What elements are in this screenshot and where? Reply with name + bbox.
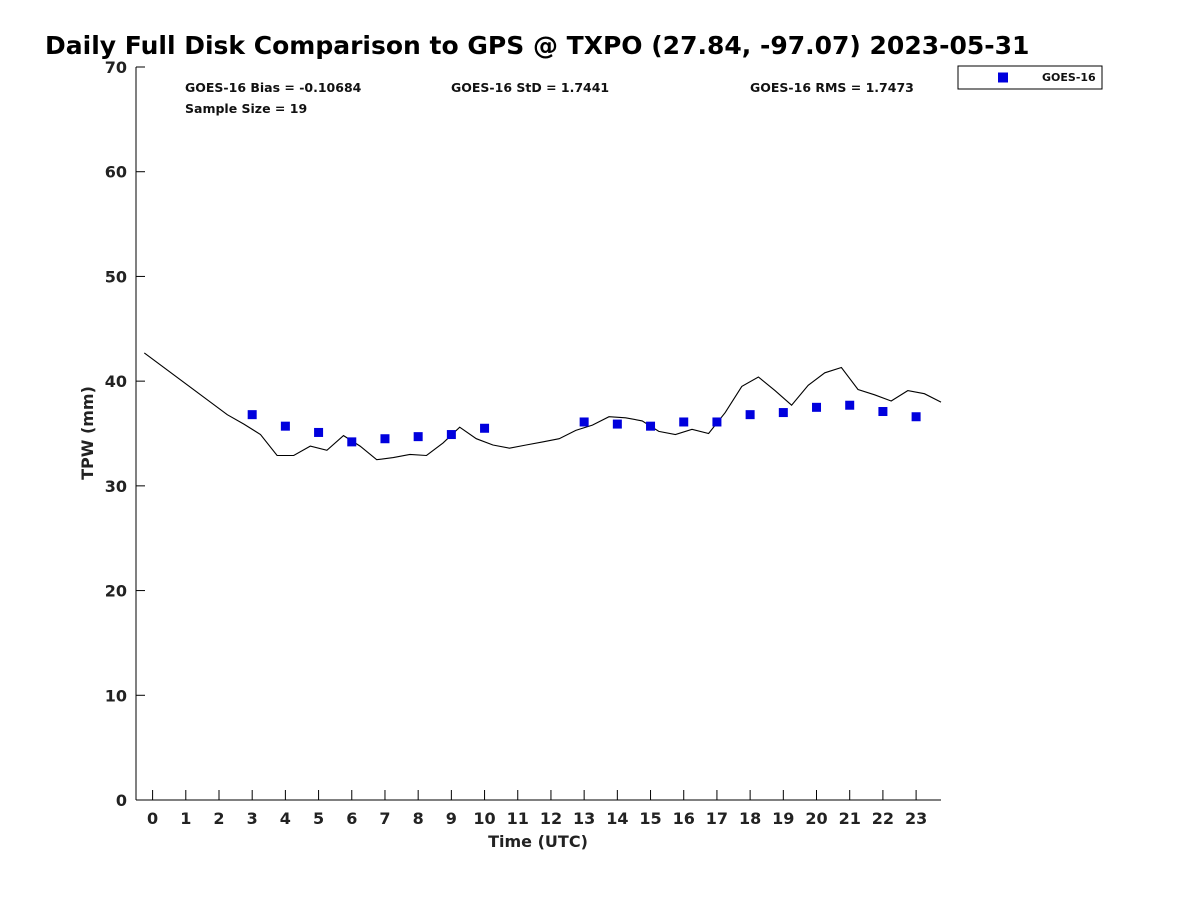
goes16-data-point bbox=[347, 437, 357, 447]
y-tick-label: 30 bbox=[105, 477, 127, 496]
y-tick-label: 20 bbox=[105, 582, 127, 601]
x-tick-label: 4 bbox=[280, 809, 291, 828]
legend-label-goes16: GOES-16 bbox=[1042, 71, 1096, 84]
goes16-data-point bbox=[712, 417, 722, 427]
std-stat: GOES-16 StD = 1.7441 bbox=[451, 80, 609, 95]
x-tick-label: 2 bbox=[213, 809, 224, 828]
chart-title: Daily Full Disk Comparison to GPS @ TXPO… bbox=[45, 31, 1029, 60]
y-axis-label: TPW (mm) bbox=[78, 386, 97, 480]
goes16-data-point bbox=[878, 407, 888, 417]
x-tick-label: 7 bbox=[379, 809, 390, 828]
goes16-data-point bbox=[480, 423, 490, 433]
gps-series-line bbox=[143, 352, 942, 461]
x-tick-label: 8 bbox=[413, 809, 424, 828]
legend: GOES-16 bbox=[957, 65, 1103, 90]
x-tick-label: 0 bbox=[147, 809, 158, 828]
rms-stat: GOES-16 RMS = 1.7473 bbox=[750, 80, 914, 95]
tick-labels: 0 1 2 3 4 5 6 7 8 9 10 11 12 13 14 15 16 17 18 19 20 21 22 2301… bbox=[105, 58, 928, 828]
legend-marker-goes16 bbox=[998, 72, 1008, 83]
goes16-data-point bbox=[911, 412, 921, 422]
x-tick-label: 19 bbox=[772, 809, 794, 828]
goes16-data-point bbox=[646, 421, 656, 431]
goes16-data-point bbox=[679, 417, 689, 427]
sample-size-stat: Sample Size = 19 bbox=[185, 101, 307, 116]
x-tick-label: 9 bbox=[446, 809, 457, 828]
y-tick-label: 60 bbox=[105, 163, 127, 182]
y-tick-label: 40 bbox=[105, 372, 127, 391]
x-tick-label: 15 bbox=[639, 809, 661, 828]
goes16-data-point bbox=[812, 402, 822, 412]
x-axis-label: Time (UTC) bbox=[488, 832, 588, 851]
goes16-data-point bbox=[745, 410, 755, 420]
x-tick-label: 21 bbox=[839, 809, 861, 828]
goes16-data-point bbox=[247, 410, 257, 420]
x-tick-label: 17 bbox=[706, 809, 728, 828]
legend-box bbox=[957, 65, 1103, 90]
x-tick-label: 11 bbox=[507, 809, 529, 828]
goes16-data-point bbox=[612, 419, 622, 429]
x-tick-label: 22 bbox=[872, 809, 894, 828]
x-tick-label: 5 bbox=[313, 809, 324, 828]
x-tick-label: 1 bbox=[180, 809, 191, 828]
x-tick-label: 18 bbox=[739, 809, 761, 828]
x-tick-label: 14 bbox=[606, 809, 628, 828]
goes16-data-point bbox=[778, 408, 788, 418]
goes16-data-point bbox=[845, 400, 855, 410]
x-tick-label: 6 bbox=[346, 809, 357, 828]
goes16-data-point bbox=[579, 417, 589, 427]
goes16-data-point bbox=[280, 421, 290, 431]
x-tick-label: 20 bbox=[805, 809, 827, 828]
goes16-data-point bbox=[380, 434, 390, 444]
x-tick-label: 3 bbox=[247, 809, 258, 828]
x-tick-label: 13 bbox=[573, 809, 595, 828]
data-series bbox=[143, 352, 942, 461]
y-tick-label: 50 bbox=[105, 267, 127, 286]
tick-marks bbox=[136, 66, 917, 801]
bias-stat: GOES-16 Bias = -0.10684 bbox=[185, 80, 362, 95]
x-tick-label: 16 bbox=[673, 809, 695, 828]
x-tick-label: 12 bbox=[540, 809, 562, 828]
x-tick-label: 10 bbox=[473, 809, 495, 828]
axes bbox=[135, 67, 941, 801]
y-tick-label: 70 bbox=[105, 58, 127, 77]
x-tick-label: 23 bbox=[905, 809, 927, 828]
y-tick-label: 0 bbox=[116, 791, 127, 810]
goes16-data-point bbox=[413, 432, 423, 442]
goes16-data-point bbox=[446, 430, 456, 440]
goes16-data-point bbox=[314, 427, 324, 437]
y-tick-label: 10 bbox=[105, 686, 127, 705]
